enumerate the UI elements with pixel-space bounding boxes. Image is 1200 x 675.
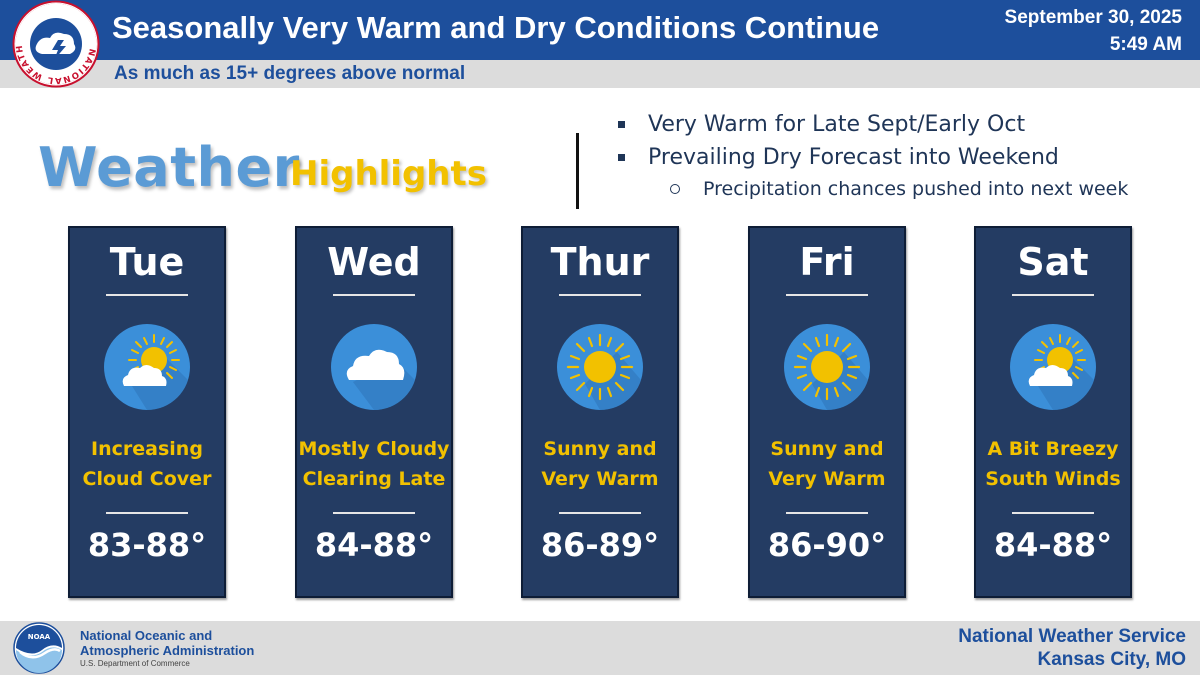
page-subtitle: As much as 15+ degrees above normal [114,63,466,84]
forecast-description: A Bit Breezy South Winds [976,434,1130,494]
forecast-desc-line1: A Bit Breezy [987,438,1119,460]
noaa-logo-icon: NOAA [13,622,65,674]
divider [1012,512,1094,514]
sun-icon [784,324,870,410]
temperature-range: 84-88° [993,526,1113,564]
noaa-badge-text: NOAA [28,633,51,641]
forecast-desc-line2: Very Warm [541,468,659,490]
issued-date: September 30, 2025 [1004,7,1182,28]
sub-bullet-item: Precipitation chances pushed into next w… [618,174,1128,204]
forecast-desc-line1: Sunny and [543,438,657,460]
divider [333,294,415,296]
temperature-range: 83-88° [87,526,207,564]
day-card-thur: Thur Sunny and Very Warm 86-89° [521,226,679,598]
forecast-desc-line2: Clearing Late [302,468,446,490]
issued-datetime: September 30, 2025 5:49 AM [1005,4,1182,58]
bullet-item: Prevailing Dry Forecast into Weekend [618,141,1128,174]
divider [786,294,868,296]
day-name: Thur [550,240,650,284]
forecast-desc-line2: South Winds [985,468,1121,490]
divider [106,294,188,296]
divider [106,512,188,514]
forecast-description: Sunny and Very Warm [523,434,677,494]
temperature-range: 86-89° [540,526,660,564]
forecast-desc-line2: Cloud Cover [82,468,212,490]
day-name: Wed [327,240,421,284]
divider [1012,294,1094,296]
sun-icon [557,324,643,410]
forecast-desc-line2: Very Warm [768,468,886,490]
day-card-tue: Tue Increasing Cloud Cover 83-88° [68,226,226,598]
divider [559,512,641,514]
office-line2: Kansas City, MO [1037,649,1186,670]
page-title: Seasonally Very Warm and Dry Conditions … [112,10,880,45]
divider [333,512,415,514]
forecast-desc-line1: Mostly Cloudy [298,438,450,460]
issued-time: 5:49 AM [1109,34,1182,55]
noaa-department: U.S. Department of Commerce [80,659,190,668]
forecast-description: Mostly Cloudy Clearing Late [297,434,451,494]
vertical-divider [576,133,579,209]
temperature-range: 86-90° [767,526,887,564]
forecast-desc-line1: Sunny and [770,438,884,460]
forecast-description: Increasing Cloud Cover [70,434,224,494]
subtitle-bar: As much as 15+ degrees above normal [0,60,1200,88]
nws-logo-icon: NATIONAL WEATHER SERVICE [8,0,100,88]
divider [559,294,641,296]
header-bar: Seasonally Very Warm and Dry Conditions … [0,0,1200,60]
partly-cloudy-icon [104,324,190,410]
temperature-range: 84-88° [314,526,434,564]
weather-word: Weather [38,136,300,199]
highlights-word: Highlights [290,154,487,194]
footer-bar [0,621,1200,675]
forecast-description: Sunny and Very Warm [750,434,904,494]
day-name: Tue [109,240,185,284]
day-card-wed: Wed Mostly Cloudy Clearing Late 84-88° [295,226,453,598]
day-card-fri: Fri Sunny and Very Warm 86-90° [748,226,906,598]
forecast-desc-line1: Increasing [91,438,203,460]
office-name: National Weather Service Kansas City, MO [958,625,1186,671]
noaa-name-line1: National Oceanic and [80,628,213,643]
partly-cloudy-icon [1010,324,1096,410]
day-card-sat: Sat A Bit Breezy South Winds 84-88° [974,226,1132,598]
noaa-name: National Oceanic and Atmospheric Adminis… [80,628,254,658]
bullet-item: Very Warm for Late Sept/Early Oct [618,108,1128,141]
office-line1: National Weather Service [958,626,1186,647]
day-name: Sat [1017,240,1089,284]
highlight-bullets: Very Warm for Late Sept/Early Oct Prevai… [618,108,1128,204]
day-name: Fri [799,240,855,284]
divider [786,512,868,514]
noaa-name-line2: Atmospheric Administration [80,643,255,658]
cloud-icon [331,324,417,410]
